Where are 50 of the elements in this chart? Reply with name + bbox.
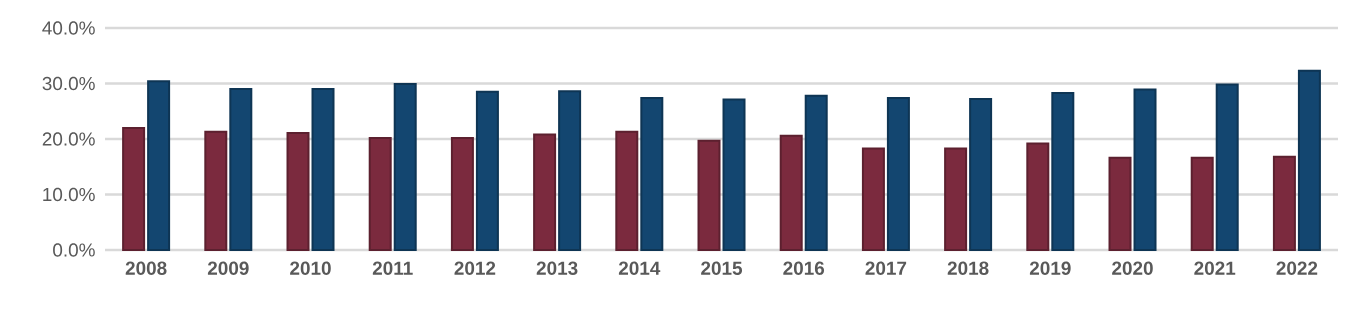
bar: [779, 134, 803, 251]
bar: [229, 88, 253, 251]
bar: [533, 133, 557, 251]
x-tick-label: 2011: [372, 261, 413, 275]
x-tick-label: 2008: [125, 261, 167, 275]
bar: [368, 136, 392, 251]
bar: [861, 147, 885, 251]
x-tick-label: 2017: [865, 261, 907, 275]
bar: [886, 96, 910, 251]
y-tick-label: 0.0%: [53, 243, 95, 257]
x-tick-label: 2012: [454, 261, 496, 275]
bar: [722, 98, 746, 251]
bar: [286, 131, 310, 251]
x-tick-label: 2014: [618, 261, 661, 275]
y-tick-label: 30.0%: [42, 76, 95, 91]
x-tick-label: 2021: [1194, 261, 1236, 275]
bar: [1133, 88, 1157, 251]
y-tick-label: 20.0%: [42, 132, 95, 146]
bar: [944, 147, 968, 251]
x-tick-label: 2015: [701, 261, 743, 275]
x-tick-label: 2009: [207, 261, 249, 275]
bar: [450, 136, 474, 251]
bar: [1051, 91, 1075, 251]
x-tick-label: 2013: [536, 261, 578, 275]
bar: [558, 90, 582, 251]
bar: [1108, 156, 1132, 251]
x-tick-label: 2018: [947, 261, 989, 275]
x-tick-label: 2022: [1276, 261, 1318, 275]
x-tick-label: 2020: [1112, 261, 1153, 275]
bar: [640, 96, 664, 251]
y-tick-label: 40.0%: [42, 21, 95, 35]
bar: [147, 80, 171, 251]
bar: [697, 139, 721, 251]
x-tick-label: 2016: [783, 261, 825, 275]
bar: [204, 130, 228, 251]
bar: [311, 88, 335, 251]
bar: [475, 90, 499, 251]
bar: [122, 126, 146, 251]
bar: [1026, 142, 1050, 251]
bar: [1190, 156, 1214, 251]
y-tick-label: 10.0%: [43, 187, 95, 202]
bar: [804, 94, 828, 251]
bar: [1272, 155, 1296, 251]
bar: [393, 83, 417, 251]
x-tick-label: 2019: [1029, 261, 1071, 275]
bar: [969, 98, 993, 251]
bar: [1297, 69, 1321, 251]
bar: [615, 130, 639, 251]
bar: [1215, 83, 1239, 251]
x-tick-label: 2010: [290, 261, 331, 275]
